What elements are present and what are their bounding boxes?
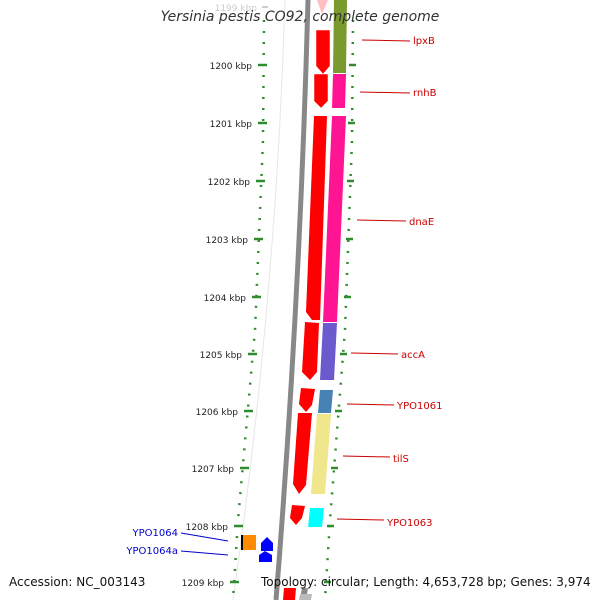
gene-label-tilS: tilS [393,454,409,465]
ruler-tick-label: 1206 kbp [196,408,239,418]
ruler-tick-label: 1205 kbp [200,351,243,361]
gene-label-leader-line [359,91,411,94]
gene-label-rnhB: rnhB [413,88,437,99]
gene-arrow-dnaE [306,116,327,320]
cog-strip-YPO1061 [318,390,333,413]
gene-arrow-YPO1063 [290,505,305,525]
gene-label-YPO1063: YPO1063 [386,518,432,529]
cog-strip-YPO1063 [308,508,324,527]
gene-arrow-YPO1064a-part2 [259,551,272,562]
cog-strip-tilS [311,414,331,494]
ruler-tick-label: 1200 kbp [210,62,253,72]
gene-arrow-rnhB [313,73,329,109]
ruler-tick-label: 1209 kbp [182,579,225,589]
ruler-dotted-line-left [231,19,266,601]
cog-strip-accA [320,323,337,380]
cog-strip-lpxB [333,0,347,73]
gene-arrow-YPO1061 [299,388,315,412]
gene-label-leader-line [346,403,395,406]
gene-arrow-partial [317,0,328,14]
gene-arrow-YPO1064-edge [241,535,243,550]
gene-label-leader-line [356,219,407,222]
genome-backbone [273,0,311,601]
genome-summary-label: Topology: circular; Length: 4,653,728 bp… [261,575,591,589]
gene-arrow-next [283,588,296,600]
ruler-tick-label: 1203 kbp [206,236,249,246]
gene-arrow-YPO1064a [261,537,273,551]
cog-strip-dnaE [323,116,346,322]
inner-track-guide [232,0,286,601]
gene-label-leader-line [361,39,411,42]
gene-label-YPO1061: YPO1061 [396,401,442,412]
gene-label-leader-line [350,352,399,355]
gene-label-YPO1064a: YPO1064a [125,546,178,557]
ruler-tick-label: 1202 kbp [208,178,251,188]
ruler-tick-label-partial: 1199 kbp [215,4,258,14]
gene-arrow-tilS [293,413,312,494]
gene-label-leader-line [180,550,229,556]
gene-label-dnaE: dnaE [409,217,434,228]
gene-label-lpxB: lpxB [413,36,435,47]
gene-label-YPO1064: YPO1064 [132,528,178,539]
gene-arrow-lpxB [315,29,331,75]
gene-arrow-accA [302,322,319,380]
gene-label-accA: accA [401,350,425,361]
cog-strip-next [299,594,312,600]
genome-title: Yersinia pestis CO92, complete genome [160,9,440,25]
cog-strip-rnhB [332,74,346,108]
ruler-tick-label: 1204 kbp [204,294,247,304]
ruler-tick-label: 1207 kbp [192,465,235,475]
gene-label-leader-line [342,455,391,458]
ruler-tick-label: 1201 kbp [210,120,253,130]
gene-label-leader-line [180,532,229,542]
gene-label-leader-line [336,518,385,521]
accession-label: Accession: NC_003143 [9,575,146,589]
ruler-tick-label: 1208 kbp [186,523,229,533]
gene-arrow-YPO1064 [243,535,256,550]
